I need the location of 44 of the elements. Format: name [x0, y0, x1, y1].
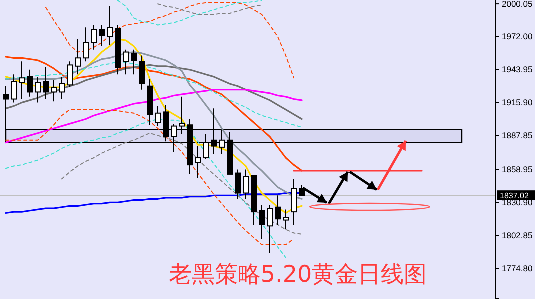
y-tick-label: 1887.85 — [502, 130, 533, 141]
line-series — [118, 0, 262, 26]
y-tick-label: 1802.85 — [502, 230, 533, 240]
candlestick — [43, 67, 49, 100]
y-tick-label: 1972.00 — [502, 32, 533, 42]
line-series — [5, 51, 303, 200]
line-series — [158, 4, 262, 16]
candlestick — [275, 195, 281, 226]
candlestick — [83, 27, 89, 62]
candlestick — [131, 49, 137, 76]
candlestick — [299, 184, 305, 196]
y-tick-label: 2000.05 — [502, 0, 533, 9]
candlestick — [195, 146, 201, 178]
candlestick — [11, 74, 17, 104]
line-series — [46, 2, 294, 79]
line-series — [5, 56, 303, 172]
candlestick — [35, 76, 41, 104]
candlestick — [267, 204, 273, 254]
candlestick — [59, 76, 65, 100]
y-tick-label: 1915.90 — [502, 98, 533, 108]
candlestick — [259, 204, 265, 240]
text: 老黑策略5.20黄金日线图 — [168, 262, 428, 288]
candlestick — [19, 61, 25, 100]
candlestick — [27, 69, 33, 98]
candlestick — [235, 169, 241, 200]
candlestick — [243, 169, 249, 200]
candlestick — [91, 24, 97, 50]
line-series — [62, 132, 302, 235]
candlestick — [99, 24, 105, 47]
candlestick — [75, 38, 81, 76]
line-series — [6, 109, 294, 246]
line-series — [5, 89, 303, 144]
candlestick — [291, 178, 297, 226]
candlestick — [107, 6, 113, 46]
candlestick — [67, 61, 73, 88]
y-tick-label: 1943.95 — [502, 64, 533, 75]
candlestick — [51, 80, 57, 102]
candlestick — [139, 55, 145, 90]
ref-line-label: 1837.02 — [500, 192, 530, 201]
candlestick — [123, 49, 129, 76]
candlestick — [283, 209, 289, 230]
candlestick — [155, 106, 161, 127]
y-tick-label: 1774.80 — [502, 263, 533, 274]
y-tick-label: 1858.95 — [502, 164, 533, 175]
